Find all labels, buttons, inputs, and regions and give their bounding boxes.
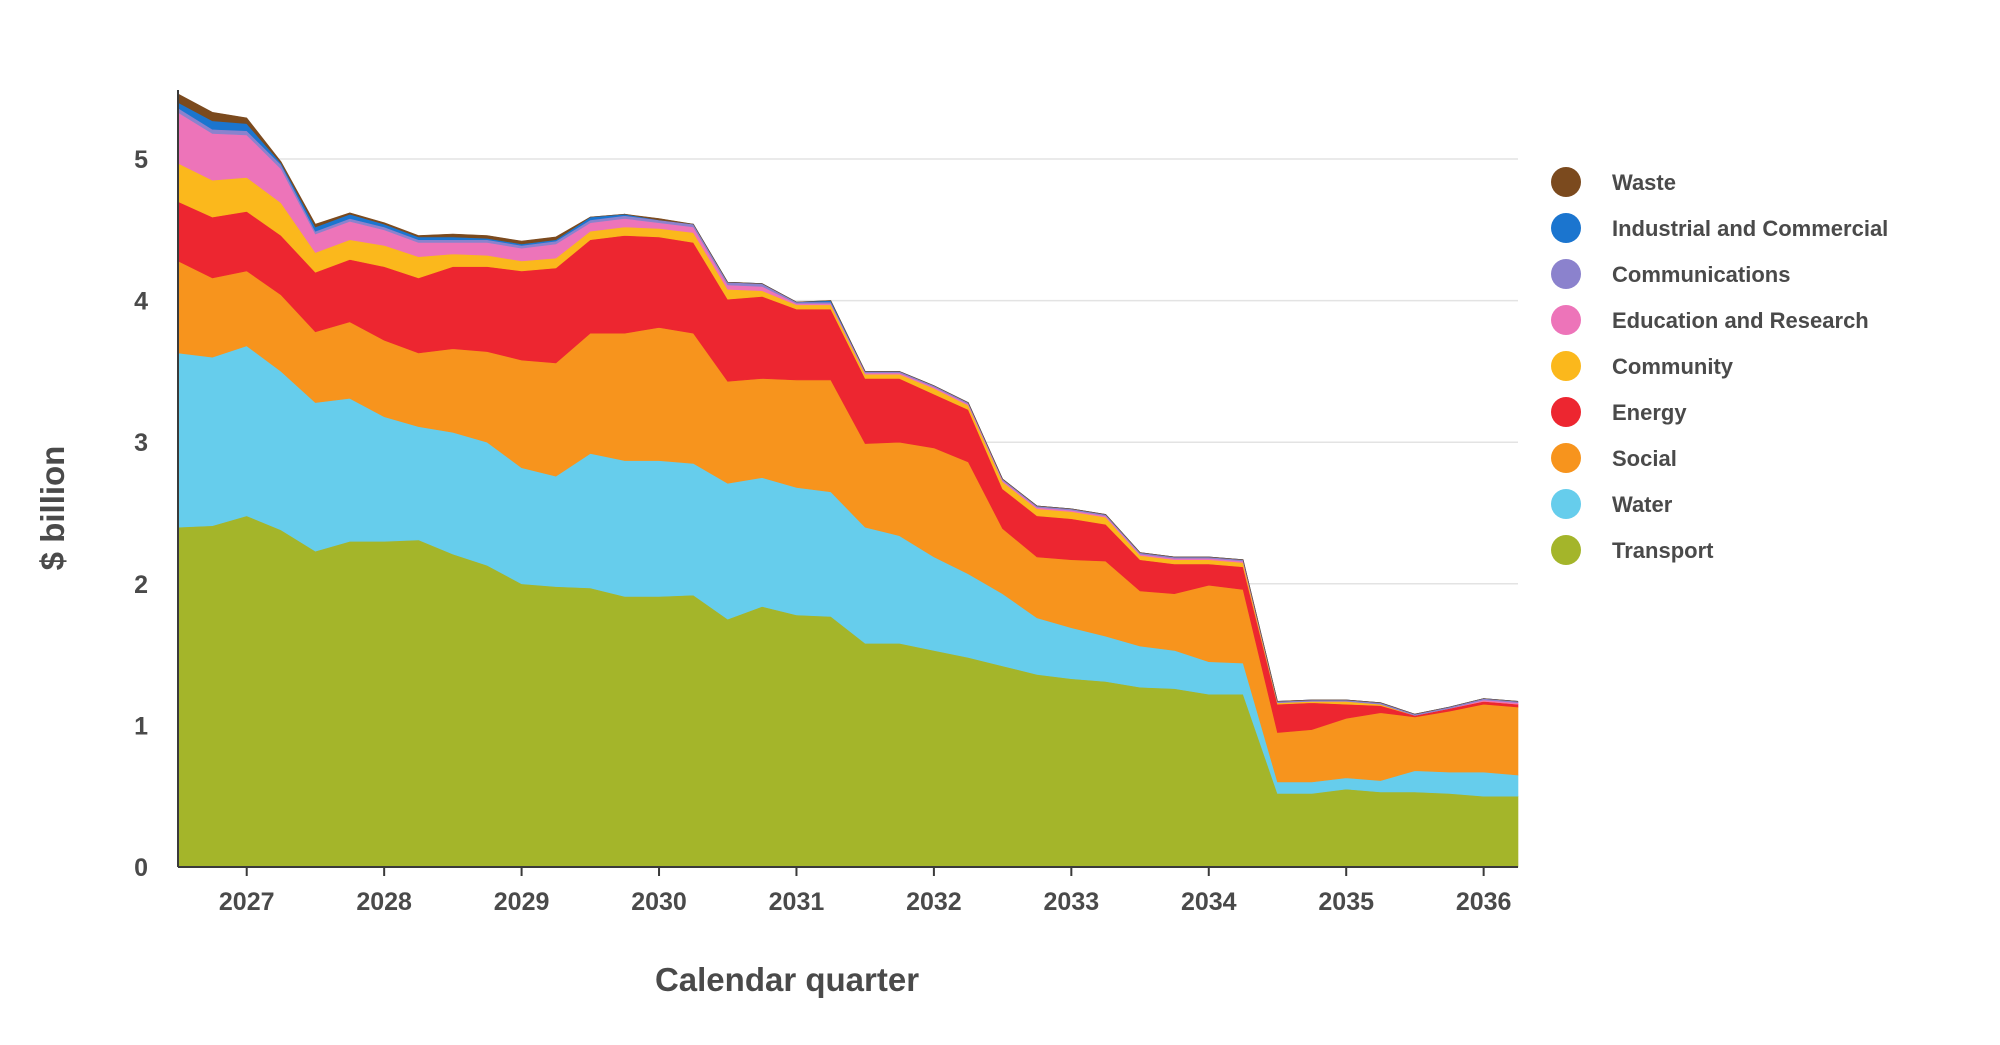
- y-tick-label-4: 4: [134, 288, 148, 316]
- y-tick-labels: 0 1 2 3 4 5: [134, 146, 148, 882]
- legend-label-education-and-research: Education and Research: [1612, 308, 1869, 333]
- x-tick-label-2033: 2033: [1044, 888, 1100, 916]
- legend-item-waste: Waste: [1551, 167, 1676, 197]
- x-tick-labels: 2027 2028 2029 2030 2031 2032 2033 2034 2035 2036: [219, 888, 1512, 916]
- legend-item-energy: Energy: [1551, 397, 1687, 427]
- legend-swatch-industrial-and-commercial: [1551, 213, 1581, 243]
- legend-swatch-education-and-research: [1551, 305, 1581, 335]
- axes: [177, 90, 1518, 876]
- y-tick-label-5: 5: [134, 146, 148, 174]
- legend-label-communications: Communications: [1612, 262, 1790, 287]
- legend-item-social: Social: [1551, 443, 1677, 473]
- area-waste: [177, 93, 1519, 715]
- legend-item-transport: Transport: [1551, 535, 1714, 565]
- legend-swatch-energy: [1551, 397, 1581, 427]
- x-tick-label-2032: 2032: [906, 888, 962, 916]
- legend-item-communications: Communications: [1551, 259, 1790, 289]
- legend-item-education-and-research: Education and Research: [1551, 305, 1869, 335]
- x-tick-label-2036: 2036: [1456, 888, 1512, 916]
- x-tick-label-2029: 2029: [494, 888, 550, 916]
- x-tick-label-2030: 2030: [631, 888, 687, 916]
- x-tick-label-2027: 2027: [219, 888, 275, 916]
- legend-label-transport: Transport: [1612, 538, 1714, 563]
- legend-label-social: Social: [1612, 446, 1677, 471]
- legend-label-water: Water: [1612, 492, 1673, 517]
- legend-swatch-community: [1551, 351, 1581, 381]
- x-axis-title: Calendar quarter: [655, 961, 919, 998]
- legend-label-industrial-and-commercial: Industrial and Commercial: [1612, 216, 1888, 241]
- legend-item-community: Community: [1551, 351, 1734, 381]
- legend-swatch-transport: [1551, 535, 1581, 565]
- legend-label-energy: Energy: [1612, 400, 1687, 425]
- y-tick-label-3: 3: [134, 429, 148, 457]
- y-axis-title: $ billion: [34, 446, 71, 571]
- y-tick-label-2: 2: [134, 571, 148, 599]
- legend-swatch-waste: [1551, 167, 1581, 197]
- x-tick-label-2028: 2028: [356, 888, 412, 916]
- area-series: [177, 93, 1519, 868]
- y-tick-label-0: 0: [134, 854, 148, 882]
- legend-label-community: Community: [1612, 354, 1734, 379]
- x-tick-label-2035: 2035: [1318, 888, 1374, 916]
- legend-item-water: Water: [1551, 489, 1673, 519]
- legend-swatch-communications: [1551, 259, 1581, 289]
- x-tick-label-2031: 2031: [769, 888, 825, 916]
- legend-item-industrial-and-commercial: Industrial and Commercial: [1551, 213, 1888, 243]
- y-tick-label-1: 1: [134, 712, 148, 740]
- legend-swatch-water: [1551, 489, 1581, 519]
- x-tick-label-2034: 2034: [1181, 888, 1237, 916]
- legend-label-waste: Waste: [1612, 170, 1676, 195]
- legend: Waste Industrial and Commercial Communicat…: [1551, 167, 1888, 565]
- legend-swatch-social: [1551, 443, 1581, 473]
